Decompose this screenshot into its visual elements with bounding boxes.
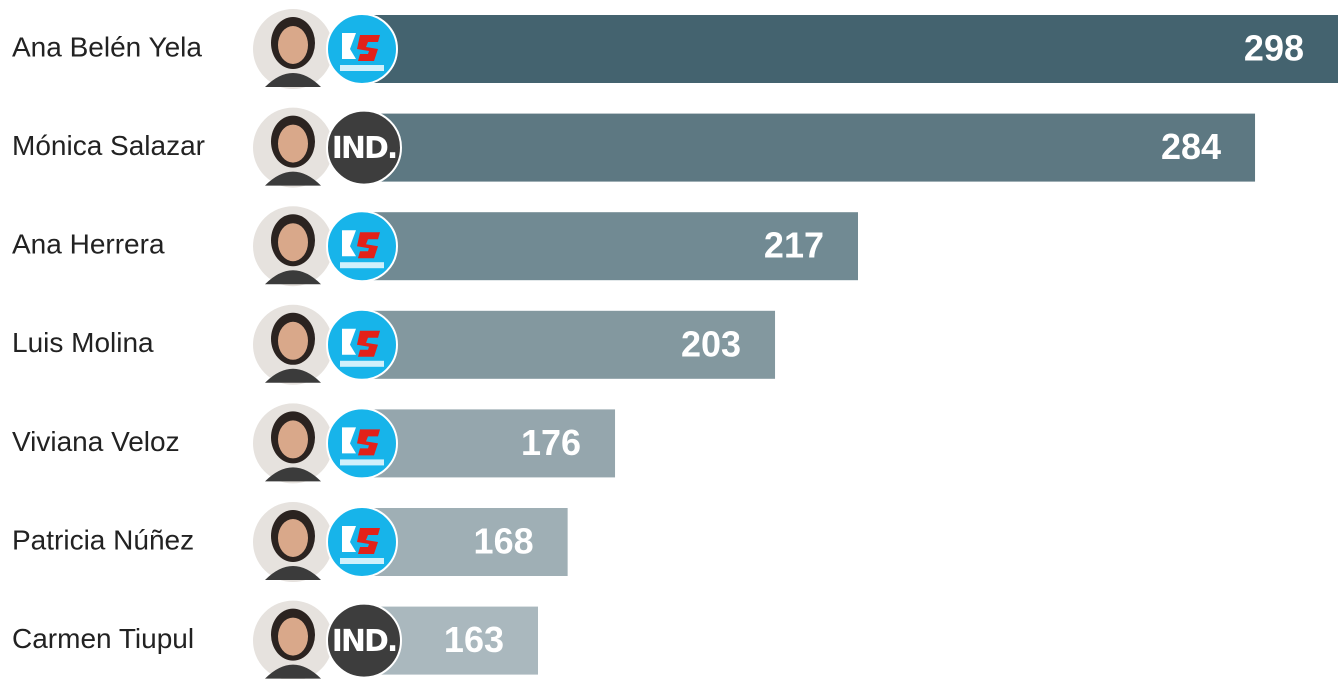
party-logo-text	[340, 360, 384, 367]
party-logo-text	[340, 65, 384, 71]
party-logo-mark	[342, 230, 356, 257]
party-logo-mark	[342, 33, 356, 59]
value-label: 284	[1161, 126, 1221, 167]
photo-face	[278, 26, 308, 64]
photo-face	[278, 617, 308, 656]
candidate-name: Patricia Núñez	[12, 524, 194, 555]
party-logo-text	[340, 459, 384, 466]
party-logo-five	[357, 330, 380, 357]
photo-body	[265, 467, 321, 482]
bar	[370, 15, 1338, 83]
photo-body	[265, 73, 321, 87]
party-badge	[326, 602, 402, 679]
party-logo-five	[357, 35, 380, 61]
photo-body	[265, 368, 321, 383]
party-logo-text	[340, 558, 384, 564]
bar	[370, 212, 858, 281]
party-badge-label: IND.	[332, 624, 397, 659]
candidate-name: Carmen Tiupul	[12, 623, 194, 654]
photo-body	[265, 566, 321, 580]
party-badge-label: IND.	[332, 131, 397, 166]
value-label: 163	[444, 619, 504, 660]
party-badge	[326, 109, 402, 186]
value-label: 217	[764, 225, 824, 266]
party-logo-five	[357, 528, 380, 554]
bar	[370, 409, 616, 478]
party-logo-mark	[342, 328, 356, 355]
party-logo-five	[357, 429, 380, 456]
party-logo-mark	[342, 526, 356, 552]
value-label: 298	[1244, 28, 1304, 69]
value-label: 176	[521, 422, 581, 463]
bar	[370, 310, 776, 379]
photo-body	[265, 171, 321, 186]
value-label: 203	[681, 323, 741, 364]
photo-face	[278, 420, 308, 459]
party-logo-mark	[342, 427, 356, 454]
candidate-name: Luis Molina	[12, 327, 154, 358]
photo-face	[278, 321, 308, 360]
candidate-name: Ana Herrera	[12, 229, 165, 260]
bar	[370, 508, 568, 576]
party-logo-five	[357, 232, 380, 259]
candidate-name: Ana Belén Yela	[12, 31, 202, 62]
candidate-name: Viviana Veloz	[12, 426, 180, 457]
value-label: 168	[474, 521, 534, 562]
bar	[370, 113, 1256, 182]
party-logo-text	[340, 262, 384, 269]
candidate-name: Mónica Salazar	[12, 130, 205, 161]
photo-face	[278, 124, 308, 163]
photo-body	[265, 664, 321, 679]
photo-body	[265, 270, 321, 285]
photo-face	[278, 519, 308, 557]
photo-face	[278, 223, 308, 262]
